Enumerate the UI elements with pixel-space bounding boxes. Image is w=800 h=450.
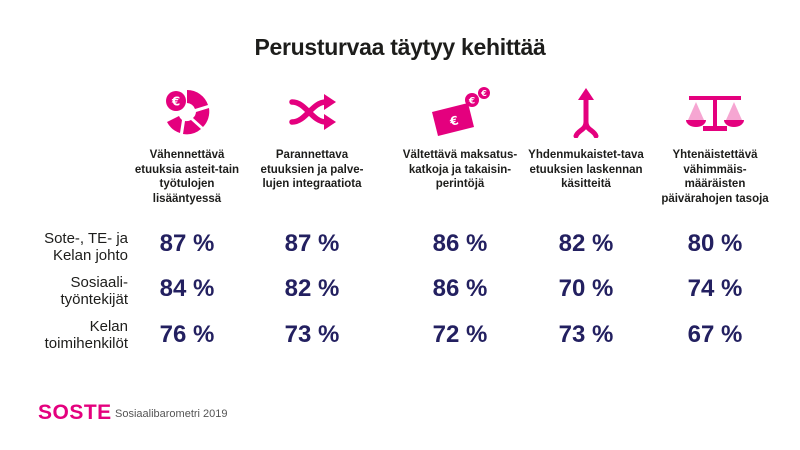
value-cell: 67 % — [687, 321, 743, 348]
column-header-2: Parannettava etuuksien ja palve-lujen in… — [260, 149, 364, 190]
shuffle-arrows-icon — [282, 86, 342, 138]
value-cell: 87 % — [284, 230, 340, 257]
row-header-2: Sosiaali-työntekijät — [60, 274, 128, 308]
svg-text:€: € — [171, 95, 180, 109]
banknote-euro-icon: € € € — [430, 86, 490, 138]
value-cell: 87 % — [159, 230, 215, 257]
value-cell: 82 % — [558, 230, 614, 257]
value-cell: 86 % — [432, 275, 488, 302]
pie-euro-icon: € — [157, 86, 217, 138]
value-cell: 72 % — [432, 321, 488, 348]
value-cell: 82 % — [284, 275, 340, 302]
column-header-4: Yhdenmukaistet-tava etuuksien laskennan … — [528, 149, 644, 190]
svg-text:€: € — [448, 113, 460, 129]
soste-logo: SOSTE — [38, 401, 112, 424]
value-cell: 73 % — [284, 321, 340, 348]
chart-title: Perusturvaa täytyy kehittää — [254, 34, 546, 60]
column-header-5: Yhtenäistettävä vähimmäis-määräisten päi… — [661, 149, 769, 205]
value-cell: 73 % — [558, 321, 614, 348]
value-cell: 74 % — [687, 275, 743, 302]
column-header-1: Vähennettävä etuuksia asteit-tain työtul… — [134, 149, 240, 205]
value-cell: 76 % — [159, 321, 215, 348]
svg-text:€: € — [480, 89, 487, 98]
svg-text:€: € — [468, 97, 475, 107]
row-header-3: Kelan toimihenkilöt — [44, 318, 128, 352]
column-header-3: Vältettävä maksatus-katkoja ja takaisin-… — [402, 149, 518, 190]
value-cell: 70 % — [558, 275, 614, 302]
row-header-1: Sote-, TE- ja Kelan johto — [44, 230, 128, 264]
value-cell: 84 % — [159, 275, 215, 302]
value-cell: 80 % — [687, 230, 743, 257]
source-label: Sosiaalibarometri 2019 — [115, 408, 228, 420]
merge-arrows-icon — [556, 86, 616, 138]
scales-icon — [685, 86, 745, 138]
value-cell: 86 % — [432, 230, 488, 257]
